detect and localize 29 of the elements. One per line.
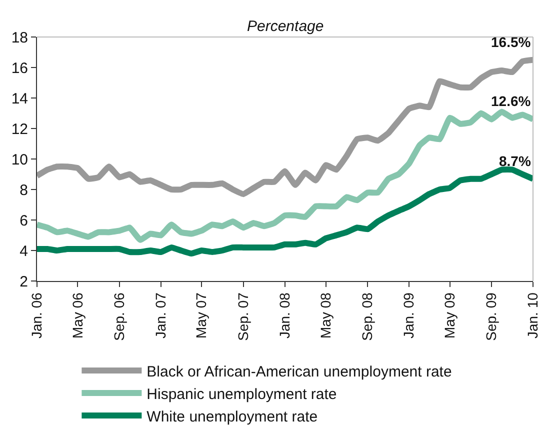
data-label: 12.6%	[491, 93, 532, 109]
x-tick-label: May 06	[69, 292, 86, 339]
x-tick-label: Jan. 08	[276, 292, 292, 339]
x-tick-label: Sep. 08	[359, 292, 376, 341]
data-label: 16.5%	[491, 34, 532, 50]
y-axis-title: Percentage	[247, 18, 324, 35]
x-tick-label: Sep. 09	[483, 292, 500, 341]
x-tick-label: Jan. 09	[400, 292, 417, 339]
y-tick-label: 16	[11, 60, 28, 77]
y-tick-label: 4	[20, 242, 28, 260]
x-tick-label: May 09	[441, 292, 458, 339]
data-label: 8.7%	[499, 153, 532, 169]
x-tick-label: May 07	[193, 292, 210, 339]
legend-label: Hispanic unemployment rate	[146, 386, 337, 403]
y-tick-label: 14	[11, 90, 28, 108]
x-tick-label: May 08	[317, 292, 334, 339]
y-tick-label: 12	[11, 120, 28, 138]
y-tick-label: 10	[11, 151, 28, 168]
y-tick-label: 8	[20, 182, 28, 199]
y-tick-label: 6	[20, 212, 28, 230]
x-tick-label: Jan. 10	[524, 292, 541, 339]
legend-label: Black or African-American unemployment rate	[146, 363, 452, 380]
x-tick-label: Sep. 07	[234, 292, 251, 341]
legend-label: White unemployment rate	[146, 408, 318, 426]
x-tick-label: Sep. 06	[111, 292, 128, 341]
y-tick-label: 2	[20, 273, 28, 290]
x-tick-label: Jan. 07	[152, 292, 168, 339]
y-tick-label: 18	[11, 29, 28, 46]
x-tick-label: Jan. 06	[28, 292, 45, 339]
